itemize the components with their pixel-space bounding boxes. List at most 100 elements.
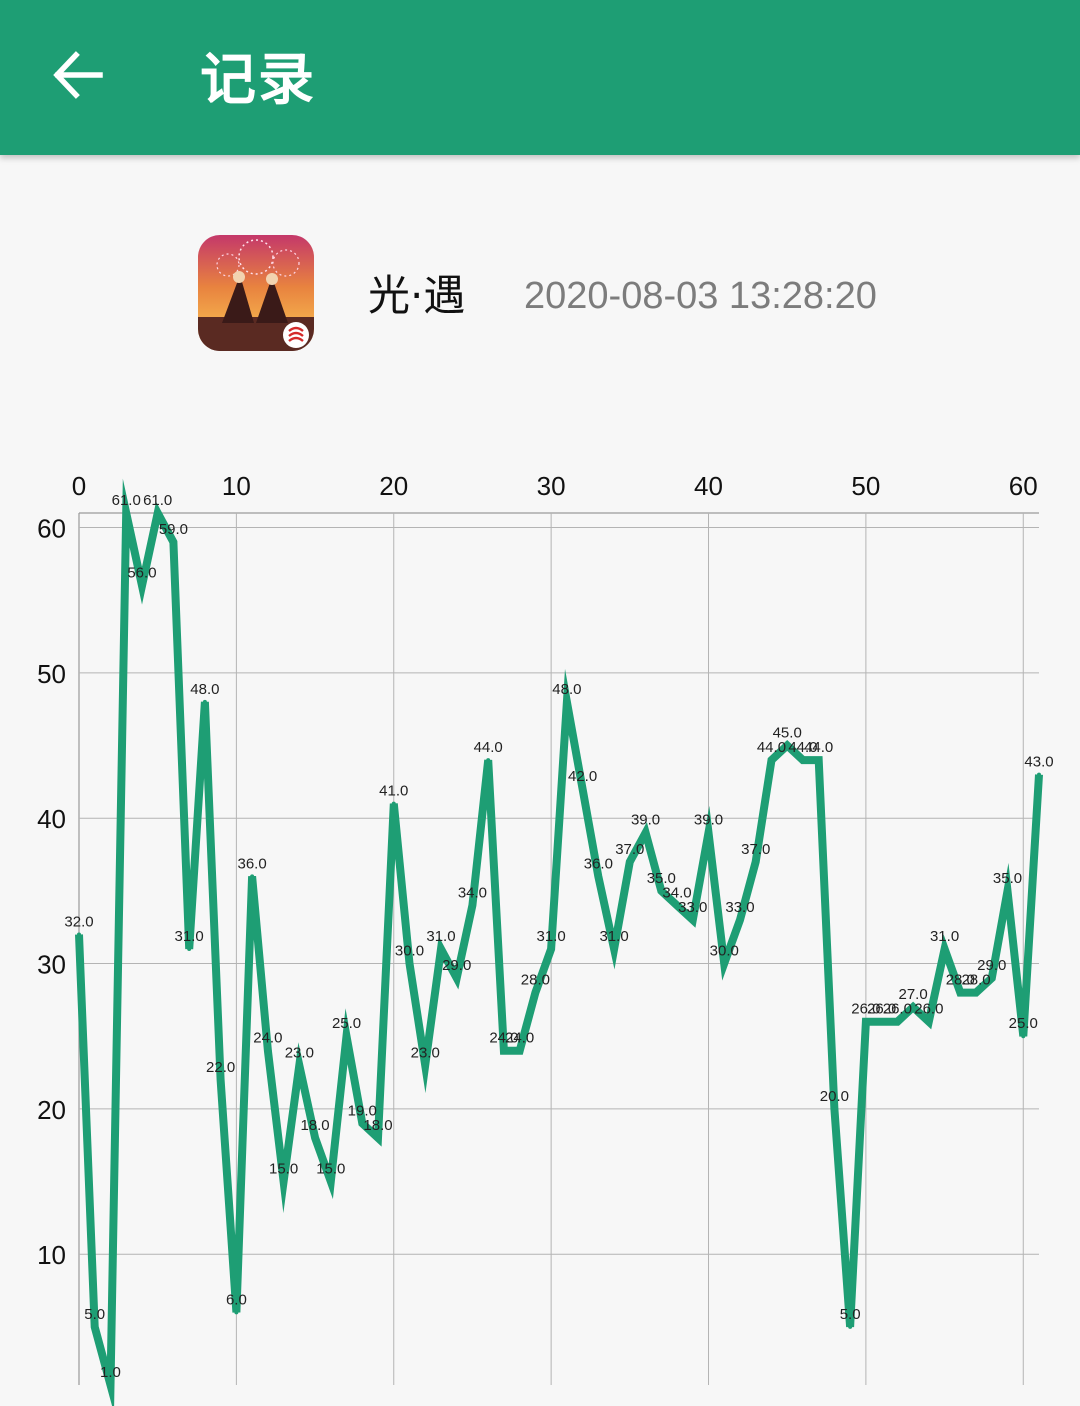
data-point bbox=[139, 583, 144, 588]
data-label: 39.0 bbox=[694, 812, 723, 829]
y-tick-label: 50 bbox=[37, 659, 66, 689]
data-point bbox=[423, 1063, 428, 1068]
data-point bbox=[124, 511, 129, 515]
data-label: 5.0 bbox=[840, 1306, 861, 1323]
data-point bbox=[108, 1383, 113, 1387]
app-name: 光·遇 bbox=[368, 271, 466, 320]
data-point bbox=[753, 859, 758, 864]
data-label: 59.0 bbox=[159, 521, 188, 538]
data-label: 44.0 bbox=[474, 739, 503, 756]
data-point bbox=[942, 947, 947, 951]
data-point bbox=[596, 874, 601, 879]
data-point bbox=[533, 990, 538, 995]
data-label: 43.0 bbox=[1024, 754, 1053, 771]
data-point bbox=[816, 758, 821, 763]
data-label: 44.0 bbox=[804, 739, 833, 756]
data-label: 48.0 bbox=[552, 681, 581, 698]
data-label: 56.0 bbox=[127, 565, 156, 582]
data-point bbox=[848, 1324, 853, 1329]
data-label: 28.0 bbox=[521, 972, 550, 989]
data-point bbox=[376, 1135, 381, 1140]
data-point bbox=[785, 743, 790, 748]
data-point bbox=[690, 917, 695, 922]
data-label: 39.0 bbox=[631, 812, 660, 829]
x-tick-label: 20 bbox=[379, 471, 408, 501]
data-label: 35.0 bbox=[993, 870, 1022, 887]
data-label: 44.0 bbox=[757, 739, 786, 756]
data-label: 26.0 bbox=[851, 1001, 880, 1018]
data-point bbox=[486, 758, 491, 763]
data-point bbox=[517, 1048, 522, 1053]
data-point bbox=[659, 888, 664, 893]
x-tick-label: 0 bbox=[72, 471, 86, 501]
data-label: 24.0 bbox=[505, 1030, 534, 1047]
data-point bbox=[438, 947, 443, 951]
data-label: 25.0 bbox=[332, 1015, 361, 1032]
data-point bbox=[454, 976, 459, 981]
data-label: 36.0 bbox=[584, 855, 613, 872]
x-tick-label: 40 bbox=[694, 471, 723, 501]
data-point bbox=[234, 1310, 239, 1315]
series-line bbox=[75, 478, 1043, 1406]
data-point bbox=[706, 830, 711, 835]
data-label: 31.0 bbox=[537, 928, 566, 945]
data-label: 30.0 bbox=[710, 943, 739, 960]
data-point bbox=[391, 801, 396, 806]
data-label: 32.0 bbox=[64, 913, 93, 930]
app-icon bbox=[198, 235, 314, 351]
data-label: 34.0 bbox=[458, 884, 487, 901]
data-label: 20.0 bbox=[820, 1088, 849, 1105]
data-label: 44.0 bbox=[788, 739, 817, 756]
data-point bbox=[360, 1121, 365, 1126]
data-label: 15.0 bbox=[316, 1161, 345, 1178]
data-point bbox=[313, 1135, 318, 1140]
data-label: 6.0 bbox=[226, 1291, 247, 1308]
data-label: 5.0 bbox=[84, 1306, 105, 1323]
data-point bbox=[265, 1048, 270, 1053]
data-point bbox=[564, 699, 569, 704]
data-label: 23.0 bbox=[285, 1044, 314, 1061]
data-point bbox=[832, 1106, 837, 1111]
data-label: 26.0 bbox=[883, 1001, 912, 1018]
data-label: 23.0 bbox=[411, 1044, 440, 1061]
data-point bbox=[580, 787, 585, 792]
data-point bbox=[202, 699, 207, 704]
data-label: 45.0 bbox=[773, 725, 802, 742]
data-label: 30.0 bbox=[395, 943, 424, 960]
back-button[interactable] bbox=[44, 40, 114, 110]
data-label: 34.0 bbox=[662, 884, 691, 901]
data-label: 37.0 bbox=[615, 841, 644, 858]
data-label: 1.0 bbox=[100, 1364, 121, 1381]
arrow-left-icon bbox=[53, 51, 103, 99]
data-label: 35.0 bbox=[647, 870, 676, 887]
data-point bbox=[895, 1019, 900, 1024]
data-label: 28.0 bbox=[961, 972, 990, 989]
y-tick-label: 10 bbox=[37, 1240, 66, 1270]
data-point bbox=[328, 1179, 333, 1184]
data-label: 61.0 bbox=[143, 492, 172, 509]
data-label: 27.0 bbox=[898, 986, 927, 1003]
data-point bbox=[612, 947, 617, 951]
data-point bbox=[722, 961, 727, 966]
data-point bbox=[171, 540, 176, 545]
data-point bbox=[407, 961, 412, 966]
x-tick-label: 50 bbox=[851, 471, 880, 501]
data-point bbox=[675, 903, 680, 908]
data-point bbox=[501, 1048, 506, 1053]
record-timestamp: 2020-08-03 13:28:20 bbox=[524, 275, 877, 317]
data-point bbox=[926, 1019, 931, 1024]
y-tick-label: 40 bbox=[37, 804, 66, 834]
data-label: 42.0 bbox=[568, 768, 597, 785]
data-point bbox=[470, 903, 475, 908]
data-point bbox=[1037, 772, 1041, 777]
data-point bbox=[187, 947, 192, 951]
data-point bbox=[218, 1077, 223, 1082]
y-tick-label: 30 bbox=[37, 950, 66, 980]
x-tick-label: 30 bbox=[537, 471, 566, 501]
data-label: 29.0 bbox=[977, 957, 1006, 974]
data-label: 31.0 bbox=[599, 928, 628, 945]
data-label: 18.0 bbox=[300, 1117, 329, 1134]
data-point bbox=[344, 1034, 349, 1039]
data-label: 19.0 bbox=[348, 1102, 377, 1119]
data-label: 31.0 bbox=[930, 928, 959, 945]
